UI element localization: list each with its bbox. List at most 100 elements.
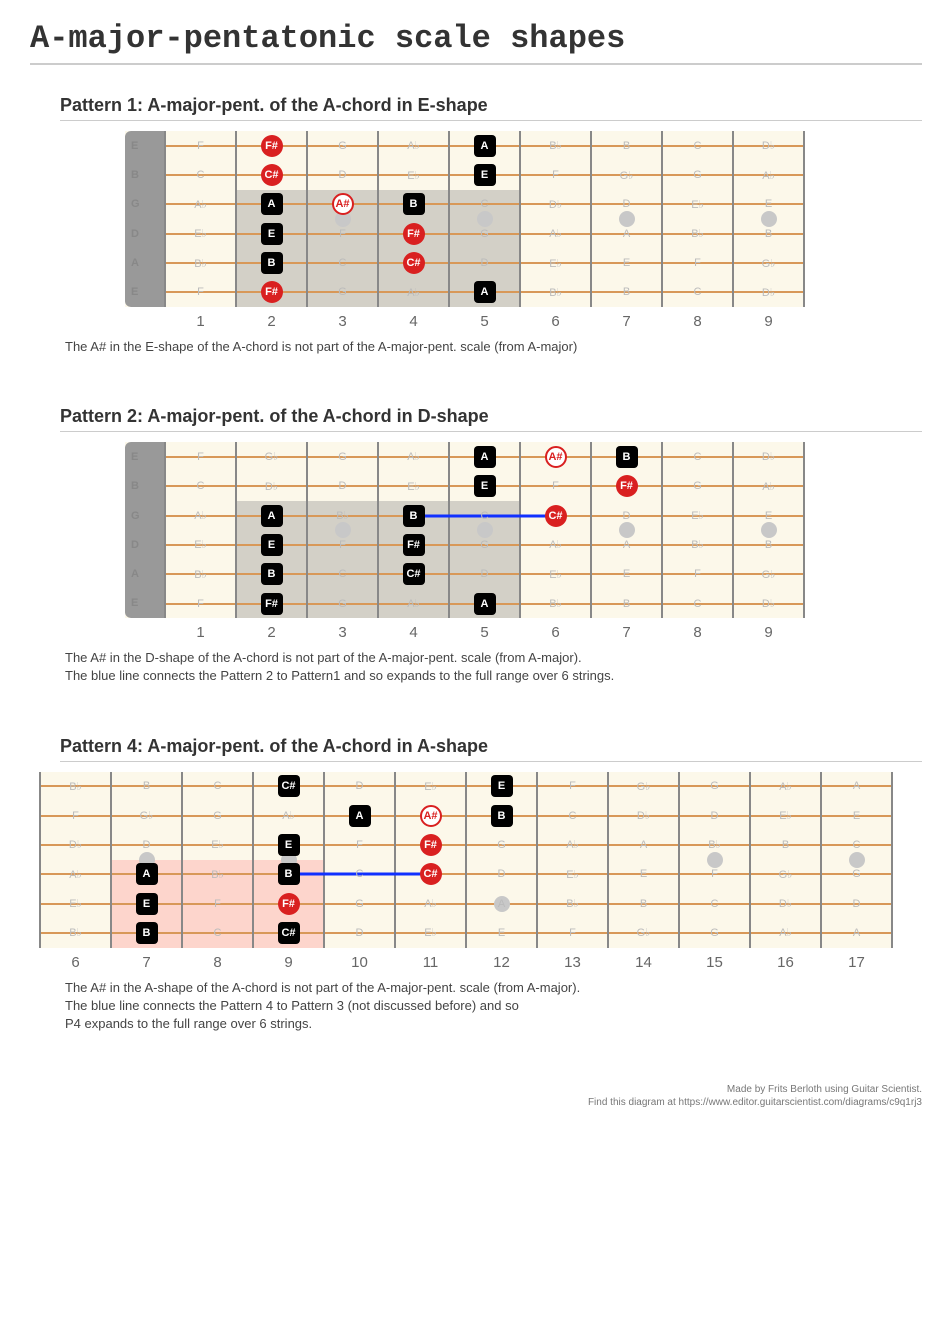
- ghost-note: F: [65, 805, 87, 827]
- note-marker: F#: [278, 893, 300, 915]
- ghost-note: C: [207, 922, 229, 944]
- fret-number: 13: [537, 954, 608, 971]
- ghost-note: B: [758, 223, 780, 245]
- ghost-note: E: [758, 193, 780, 215]
- note-marker: B: [491, 805, 513, 827]
- ghost-note: A: [846, 775, 868, 797]
- open-string-label: E: [131, 451, 165, 463]
- ghost-note: E: [633, 863, 655, 885]
- ghost-note: F: [190, 281, 212, 303]
- open-string-label: E: [131, 140, 165, 152]
- note-marker: F#: [261, 593, 283, 615]
- note-marker: A: [474, 446, 496, 468]
- ghost-note: B♭: [65, 775, 87, 797]
- ghost-note: A: [616, 534, 638, 556]
- note-marker: C#: [278, 922, 300, 944]
- ghost-note: A♭: [758, 475, 780, 497]
- fret-numbers: 123456789: [165, 313, 922, 330]
- fret-number: 6: [40, 954, 111, 971]
- ghost-note: B♭: [190, 252, 212, 274]
- ghost-note: B♭: [190, 563, 212, 585]
- fret-number: 8: [182, 954, 253, 971]
- fret-line: [661, 442, 663, 618]
- fret-line: [394, 772, 396, 948]
- fret-number: 15: [679, 954, 750, 971]
- ghost-note: D♭: [758, 135, 780, 157]
- fret-line: [181, 772, 183, 948]
- ghost-note: G: [687, 164, 709, 186]
- ghost-note: C: [190, 164, 212, 186]
- fret-number: 6: [520, 624, 591, 641]
- footer-line1: Made by Frits Berloth using Guitar Scien…: [30, 1083, 922, 1096]
- note-marker: F#: [261, 281, 283, 303]
- ghost-note: B♭: [545, 281, 567, 303]
- open-string-label: A: [131, 568, 165, 580]
- fret-number: 12: [466, 954, 537, 971]
- ghost-note: F: [332, 534, 354, 556]
- ghost-note: C: [687, 135, 709, 157]
- fret-number: 3: [307, 624, 378, 641]
- ghost-note: G♭: [633, 922, 655, 944]
- ghost-note: G♭: [758, 563, 780, 585]
- note-marker: E: [136, 893, 158, 915]
- ghost-note: G♭: [261, 446, 283, 468]
- ghost-note: C: [207, 775, 229, 797]
- open-string-label: E: [131, 286, 165, 298]
- ghost-note: E: [616, 252, 638, 274]
- ghost-note: A♭: [420, 893, 442, 915]
- ghost-note: C: [687, 281, 709, 303]
- ghost-note: G♭: [616, 164, 638, 186]
- fret-line: [803, 131, 805, 307]
- ghost-note: A♭: [403, 135, 425, 157]
- note-marker: F#: [403, 223, 425, 245]
- ghost-note: G: [687, 475, 709, 497]
- note-marker: F#: [261, 135, 283, 157]
- fret-number: 1: [165, 313, 236, 330]
- ghost-note: D♭: [775, 893, 797, 915]
- ghost-note: B♭: [704, 834, 726, 856]
- fret-line: [661, 131, 663, 307]
- fret-line: [448, 131, 450, 307]
- ghost-note: D: [136, 834, 158, 856]
- note-marker: E: [261, 534, 283, 556]
- ghost-note: D♭: [633, 805, 655, 827]
- fret-line: [590, 131, 592, 307]
- fret-line: [110, 772, 112, 948]
- ghost-note: B♭: [545, 593, 567, 615]
- fret-line: [519, 131, 521, 307]
- note-marker: A: [474, 135, 496, 157]
- ghost-note: D♭: [758, 281, 780, 303]
- fret-line: [732, 442, 734, 618]
- note-marker: C#: [545, 505, 567, 527]
- ghost-note: D: [474, 563, 496, 585]
- note-marker: E: [278, 834, 300, 856]
- ghost-note: A♭: [65, 863, 87, 885]
- note-marker: B: [403, 193, 425, 215]
- fretboard: B♭BCDE♭FG♭GA♭AFG♭GA♭CD♭DE♭ED♭DE♭FGA♭AB♭B…: [40, 772, 892, 948]
- fret-line: [39, 772, 41, 948]
- note-marker: A#: [332, 193, 354, 215]
- ghost-note: D: [616, 505, 638, 527]
- ghost-note: G: [332, 135, 354, 157]
- ghost-note: F: [190, 593, 212, 615]
- ghost-note: E: [616, 563, 638, 585]
- fret-number: 9: [733, 624, 804, 641]
- fret-number: 3: [307, 313, 378, 330]
- pattern-caption: The A# in the A-shape of the A-chord is …: [65, 979, 922, 1034]
- ghost-note: E♭: [420, 775, 442, 797]
- ghost-note: G: [207, 805, 229, 827]
- fret-line: [536, 772, 538, 948]
- ghost-note: D♭: [261, 475, 283, 497]
- ghost-note: B: [136, 775, 158, 797]
- ghost-note: A♭: [403, 446, 425, 468]
- ghost-note: B♭: [207, 863, 229, 885]
- ghost-note: D♭: [545, 193, 567, 215]
- note-marker: B: [278, 863, 300, 885]
- ghost-note: C: [349, 863, 371, 885]
- ghost-note: C: [846, 834, 868, 856]
- open-string-label: G: [131, 510, 165, 522]
- fret-number: 2: [236, 624, 307, 641]
- ghost-note: C: [704, 893, 726, 915]
- ghost-note: E: [491, 922, 513, 944]
- ghost-note: C: [332, 563, 354, 585]
